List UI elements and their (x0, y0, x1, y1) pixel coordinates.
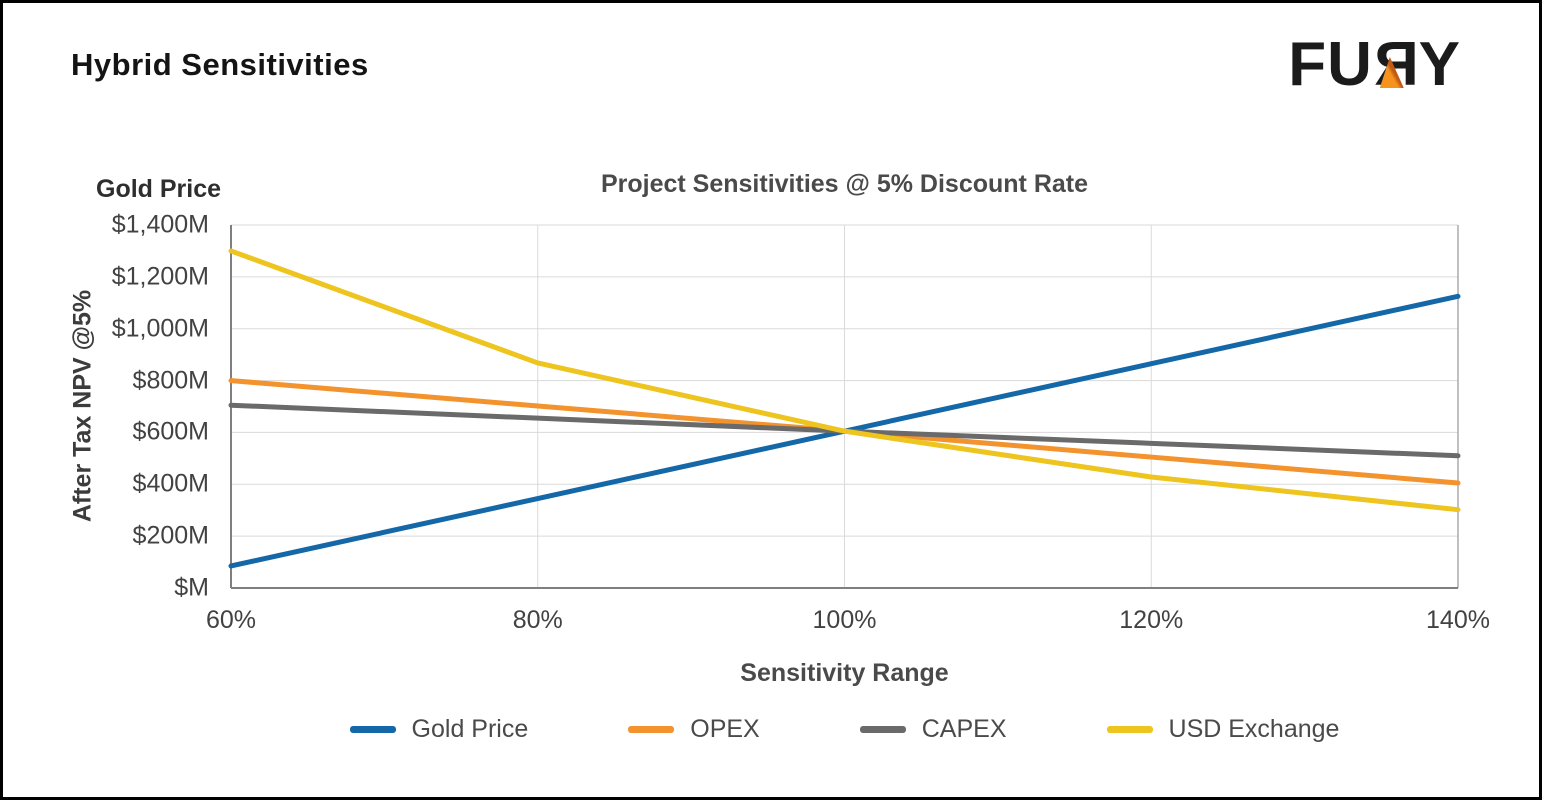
legend-label: Gold Price (411, 715, 529, 743)
logo-text-fu: FU (1288, 30, 1373, 99)
legend-label: OPEX (690, 715, 760, 743)
logo-reversed-r: R (1372, 30, 1419, 99)
y-tick-label: $200M (132, 521, 209, 550)
y-tick-label: $M (174, 573, 209, 602)
legend-swatch-icon (1106, 726, 1153, 733)
gold-price-label: Gold Price (96, 175, 222, 203)
x-tick-label: 140% (1426, 606, 1490, 634)
sensitivity-line-chart (228, 224, 1461, 589)
y-tick-label: $1,000M (111, 314, 209, 343)
y-tick-label: $1,400M (111, 210, 209, 239)
fury-logo: FUR Y (1288, 30, 1461, 99)
y-tick-label: $400M (132, 469, 209, 498)
y-tick-label: $1,200M (111, 262, 209, 291)
chart-title: Project Sensitivities @ 5% Discount Rate (600, 170, 1089, 198)
page-title: Hybrid Sensitivities (71, 47, 369, 82)
y-tick-label: $600M (132, 417, 209, 446)
legend-item-gold-price: Gold Price (349, 715, 529, 744)
legend-item-usd-exchange: USD Exchange (1106, 715, 1340, 744)
chart-legend: Gold Price OPEX CAPEX USD Exchange (231, 715, 1458, 744)
legend-swatch-icon (628, 726, 675, 733)
x-tick-label: 80% (512, 606, 563, 634)
x-tick-label: 100% (812, 606, 877, 634)
logo-text-y: Y (1418, 30, 1461, 99)
legend-swatch-icon (349, 726, 396, 733)
series-line-usd-exchange (228, 248, 1461, 513)
x-tick-label: 60% (205, 606, 257, 634)
legend-item-capex: CAPEX (859, 715, 1007, 744)
legend-label: USD Exchange (1168, 715, 1340, 743)
y-axis-tick-labels: $1,400M $1,200M $1,000M $800M $600M $400M $200… (3, 211, 217, 602)
y-tick-label: $800M (132, 366, 209, 395)
x-axis-title: Sensitivity Range (740, 659, 949, 687)
legend-label: CAPEX (921, 715, 1007, 743)
x-tick-label: 120% (1119, 606, 1184, 634)
legend-swatch-icon (859, 726, 906, 733)
legend-item-opex: OPEX (628, 715, 760, 744)
